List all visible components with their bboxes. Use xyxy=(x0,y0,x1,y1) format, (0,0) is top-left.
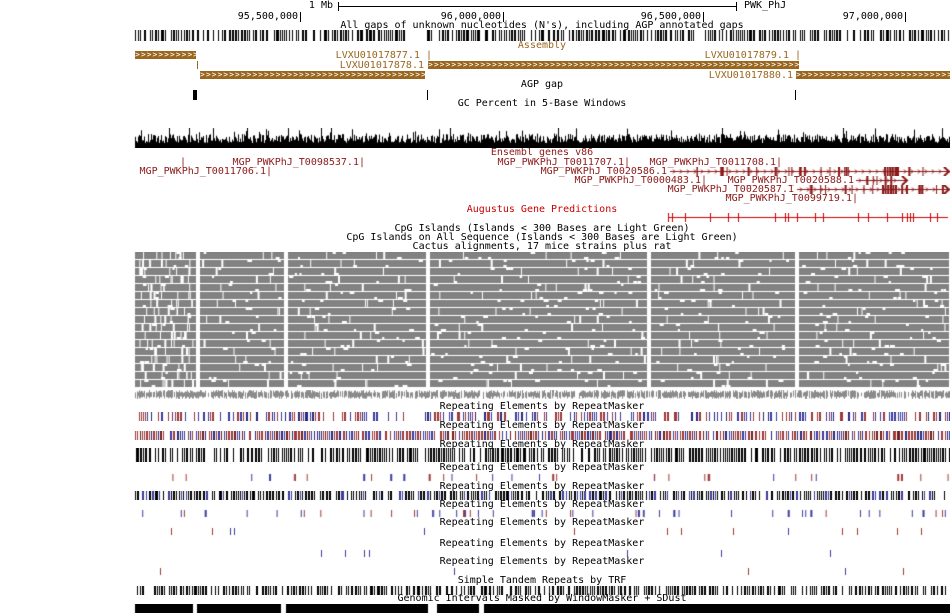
track-title-repeatmasker-7: Repeating Elements by RepeatMasker xyxy=(439,517,645,528)
scale-bar xyxy=(338,6,736,7)
track-title-repeatmasker-4: Repeating Elements by RepeatMasker xyxy=(439,462,645,473)
assembly-contig-label[interactable]: LVXU01017877.1 | xyxy=(335,50,432,61)
track-title-gc-percent: GC Percent in 5-Base Windows xyxy=(457,98,627,109)
track-title-repeatmasker-6: Repeating Elements by RepeatMasker xyxy=(439,499,645,510)
repeatmasker-track-8[interactable] xyxy=(0,549,950,558)
track-title-repeatmasker-3: Repeating Elements by RepeatMasker xyxy=(439,439,645,450)
repeatmasker-track-6[interactable] xyxy=(0,509,950,518)
track-title-cactus: Cactus alignments, 17 mice strains plus … xyxy=(412,241,672,252)
genome-label: PWK_PhJ xyxy=(744,0,787,11)
ensembl-gene-structure-T0020586[interactable] xyxy=(0,167,950,176)
repeatmasker-track-1[interactable] xyxy=(0,412,950,421)
ensembl-gene-label[interactable]: MGP_PWKPhJ_T0011708.1| xyxy=(649,157,782,168)
cactus-rat-row[interactable] xyxy=(0,390,950,399)
scale-label: 1 Mb xyxy=(308,0,333,11)
track-title-cpg-islands-all: CpG Islands on All Sequence (Islands < 3… xyxy=(346,232,738,243)
augustus-gene-structure[interactable] xyxy=(0,213,950,222)
assembly-contig-bar[interactable]: >>>>>>>>>>>>> xyxy=(135,51,196,59)
track-title-agp-gap: AGP gap xyxy=(520,79,564,90)
track-title-trf: Simple Tandem Repeats by TRF xyxy=(457,575,627,586)
track-title-all-gaps: All gaps of unknown nucleotides (N's), i… xyxy=(340,20,744,31)
assembly-contig-tick xyxy=(197,61,198,69)
track-title-repeatmasker-5: Repeating Elements by RepeatMasker xyxy=(439,481,645,492)
scale-bar-left-tick xyxy=(338,2,339,11)
ensembl-gene-structure-T0020587[interactable] xyxy=(0,185,950,194)
track-title-windowmasker: Genomic Intervals Masked by WindowMasker… xyxy=(397,593,687,604)
track-title-assembly: Assembly xyxy=(517,40,567,51)
agp-gap-mark xyxy=(193,90,197,100)
coordinate-label: 96,500,000 xyxy=(640,11,701,22)
track-title-repeatmasker-9: Repeating Elements by RepeatMasker xyxy=(439,556,645,567)
repeatmasker-track-4[interactable] xyxy=(0,473,950,482)
assembly-contig-label[interactable]: LVXU01017878.1 xyxy=(339,60,424,71)
coordinate-tick xyxy=(300,12,301,22)
repeatmasker-track-7[interactable] xyxy=(0,527,950,536)
ensembl-gene-label[interactable]: MGP_PWKPhJ_T0098537.1| xyxy=(232,157,365,168)
repeatmasker-track-9[interactable] xyxy=(0,567,950,576)
repeatmasker-track-5[interactable] xyxy=(0,491,950,500)
coordinate-label: 96,000,000 xyxy=(440,11,501,22)
trf-track[interactable] xyxy=(0,586,950,595)
track-title-repeatmasker-1: Repeating Elements by RepeatMasker xyxy=(439,401,645,412)
track-title-augustus: Augustus Gene Predictions xyxy=(466,204,618,215)
track-title-repeatmasker-8: Repeating Elements by RepeatMasker xyxy=(439,538,645,549)
assembly-contig-label[interactable]: LVXU01017879.1 | xyxy=(704,50,801,61)
windowmasker-track[interactable] xyxy=(0,604,950,613)
scale-bar-right-tick xyxy=(736,2,737,11)
ensembl-gene-label[interactable]: | xyxy=(179,157,186,168)
ensembl-gene-label[interactable]: MGP_PWKPhJ_T0099719.1| xyxy=(725,193,858,204)
track-title-repeatmasker-2: Repeating Elements by RepeatMasker xyxy=(439,420,645,431)
ensembl-gene-label[interactable]: MGP_PWKPhJ_T0011707.1| xyxy=(497,157,630,168)
coordinate-label: 97,000,000 xyxy=(842,11,903,22)
repeatmasker-track-3[interactable] xyxy=(0,448,950,462)
ensembl-gene-structure-T0020588[interactable] xyxy=(0,176,950,185)
agp-gap-mark xyxy=(427,90,428,100)
gc-percent-track[interactable] xyxy=(0,128,950,148)
coordinate-tick xyxy=(503,12,504,22)
assembly-contig-bar[interactable]: >>>>>>>>>>>>>>>>>>>>>>>>>>>>>>>>>>>>>>>>… xyxy=(428,61,799,69)
assembly-contig-bar[interactable]: >>>>>>>>>>>>>>>>>>>>>>>>>>>>>>>>>>>>>>>>… xyxy=(200,71,425,79)
coordinate-tick xyxy=(905,12,906,22)
cactus-alignments-track[interactable] xyxy=(0,252,950,388)
track-title-cpg-islands: CpG Islands (Islands < 300 Bases are Lig… xyxy=(394,223,690,234)
assembly-contig-label[interactable]: LVXU01017880.1 xyxy=(708,70,793,81)
track-title-ensembl-genes: Ensembl genes v86 xyxy=(490,147,594,158)
repeatmasker-track-2[interactable] xyxy=(0,431,950,440)
assembly-contig-bar[interactable]: >>>>>>>>>>>>>>>>>>>>>>>>>>>>>>> xyxy=(796,71,950,79)
all-gaps-track[interactable] xyxy=(0,30,950,41)
coordinate-tick xyxy=(703,12,704,22)
coordinate-label: 95,500,000 xyxy=(237,11,298,22)
agp-gap-mark xyxy=(795,90,796,100)
